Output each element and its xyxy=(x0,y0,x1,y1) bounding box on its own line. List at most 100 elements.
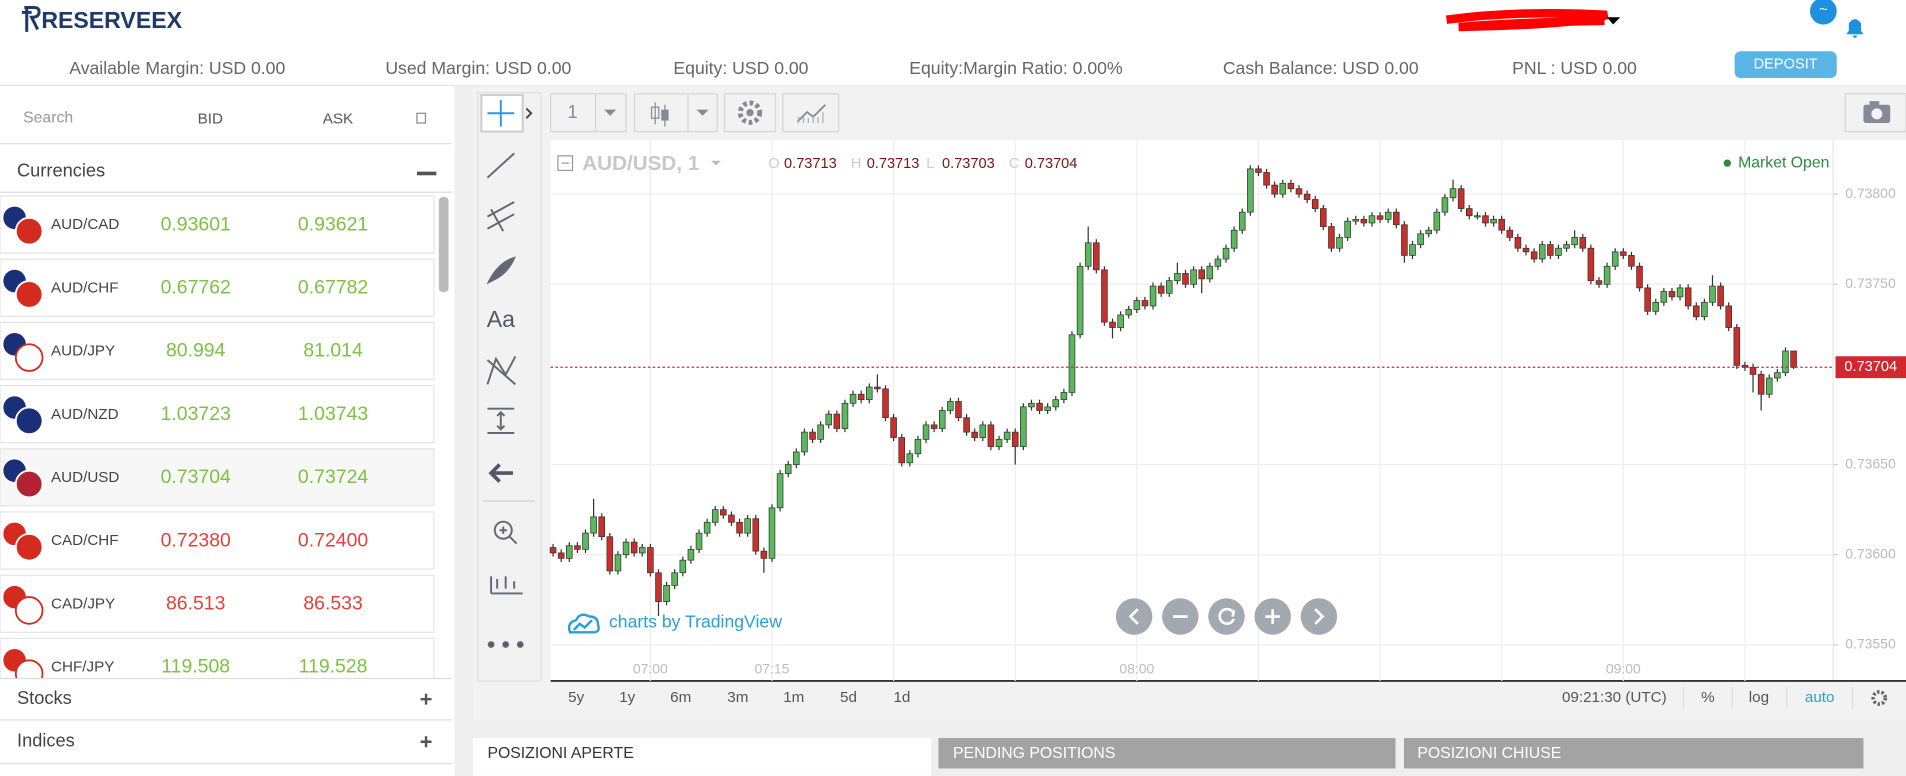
y-tick-label: 0.73750 xyxy=(1845,275,1896,291)
candle-body xyxy=(1636,265,1643,289)
watchlist-row[interactable] xyxy=(0,511,435,570)
candle-body xyxy=(1709,285,1716,303)
range-button[interactable]: 5d xyxy=(840,689,857,706)
interval-selector[interactable]: 1 xyxy=(567,101,577,122)
candle-body xyxy=(663,585,670,602)
expand-icon[interactable] xyxy=(420,693,432,705)
candle-body xyxy=(833,413,841,429)
collapse-icon[interactable] xyxy=(416,171,437,176)
range-button[interactable]: 1y xyxy=(619,689,635,706)
candle-body xyxy=(1774,372,1781,379)
candle-body xyxy=(1060,392,1068,401)
candle-body xyxy=(1514,237,1522,249)
candle-body xyxy=(1344,220,1351,238)
candle-body xyxy=(1401,224,1408,256)
candle-body xyxy=(1571,237,1578,245)
watermark[interactable]: charts by TradingView xyxy=(609,611,782,631)
candle-body xyxy=(1052,399,1060,408)
candle-body xyxy=(1595,280,1603,285)
x-tick-label: 08:00 xyxy=(1119,661,1154,677)
tab-active[interactable] xyxy=(472,738,932,776)
candle-body xyxy=(979,424,987,438)
y-tick-label: 0.73550 xyxy=(1845,636,1896,652)
candle-body xyxy=(1141,300,1149,307)
user-menu-caret[interactable] xyxy=(1606,17,1621,25)
candle-body xyxy=(1020,406,1027,447)
percent-toggle[interactable]: % xyxy=(1701,689,1715,706)
bid-price: 0.73704 xyxy=(161,466,231,488)
watchlist-row[interactable] xyxy=(0,448,435,507)
candle-body xyxy=(606,536,614,572)
watchlist-row[interactable] xyxy=(0,384,435,444)
range-button[interactable]: 1d xyxy=(893,689,910,706)
candle-body xyxy=(1644,287,1651,312)
bell-icon[interactable] xyxy=(1846,19,1864,38)
range-button[interactable]: 1m xyxy=(783,689,804,706)
candle-body xyxy=(793,451,800,465)
chart-nav-buttons[interactable] xyxy=(1115,598,1338,635)
candle-body xyxy=(1133,300,1141,310)
badge[interactable] xyxy=(1809,0,1837,25)
watchlist-row[interactable] xyxy=(0,574,435,633)
settings-icon[interactable] xyxy=(1871,690,1888,706)
group-name[interactable]: Currencies xyxy=(17,159,105,180)
tab[interactable] xyxy=(1403,738,1864,769)
pair-name: AUD/NZD xyxy=(51,406,119,423)
candle-body xyxy=(1652,301,1660,312)
tab-label: POSIZIONI APERTE xyxy=(487,745,633,762)
text-tool[interactable]: Aa xyxy=(487,306,515,332)
candle-body xyxy=(1765,377,1773,395)
candle-body xyxy=(1263,172,1270,186)
y-tick-label: 0.73650 xyxy=(1845,455,1896,471)
settings-square[interactable] xyxy=(416,112,427,124)
drawing-toolbar xyxy=(477,92,542,682)
range-button[interactable]: 5y xyxy=(568,689,584,706)
candle-body xyxy=(1206,265,1214,280)
candle-body xyxy=(1628,255,1635,267)
candle-body xyxy=(1579,237,1587,249)
ohlc-value: 0.73713 xyxy=(784,156,837,172)
auto-toggle[interactable]: auto xyxy=(1805,689,1835,706)
candle-body xyxy=(1782,350,1789,373)
group-name[interactable]: Stocks xyxy=(17,687,72,708)
watchlist-row[interactable] xyxy=(0,258,435,317)
ohlc-label: L xyxy=(926,156,934,172)
flag xyxy=(14,532,44,562)
clock: 09:21:30 (UTC) xyxy=(1562,689,1667,706)
flag xyxy=(14,596,44,625)
candle-body xyxy=(890,417,897,438)
tab[interactable] xyxy=(938,738,1396,769)
search-input[interactable]: Search xyxy=(23,109,73,126)
range-button[interactable]: 6m xyxy=(670,689,691,706)
candle-body xyxy=(622,541,630,556)
ohlc-value: 0.73703 xyxy=(942,156,995,172)
candle-body xyxy=(776,473,784,509)
expand-icon[interactable] xyxy=(420,736,432,748)
deposit-button[interactable] xyxy=(1734,51,1837,79)
candle-body xyxy=(638,547,646,554)
candle-body xyxy=(1441,197,1449,213)
candle-body xyxy=(728,514,735,523)
candle-body xyxy=(1498,218,1505,231)
candle-body xyxy=(711,509,719,523)
range-button[interactable]: 3m xyxy=(727,689,748,706)
account-stat: Available Margin: USD 0.00 xyxy=(69,58,285,78)
candle-body xyxy=(1303,193,1311,200)
watchlist-row[interactable] xyxy=(0,195,435,254)
group-name[interactable]: Indices xyxy=(17,730,75,751)
candle-body xyxy=(1182,273,1189,285)
bid-price: 1.03723 xyxy=(161,403,231,425)
ask-price: 0.67782 xyxy=(298,276,368,298)
candle-body xyxy=(1247,168,1254,213)
pair-name: AUD/CAD xyxy=(51,216,119,233)
candle-body xyxy=(1433,211,1441,231)
candle-body xyxy=(1384,211,1392,220)
ohlc-value: 0.73704 xyxy=(1025,156,1078,172)
watchlist-row[interactable] xyxy=(0,321,435,381)
candle-body xyxy=(1563,244,1570,249)
scrollbar[interactable] xyxy=(438,197,449,292)
chart-legend xyxy=(557,155,1731,172)
candle-body xyxy=(1068,334,1076,393)
account-stat: Equity:Margin Ratio: 0.00% xyxy=(909,58,1123,78)
log-toggle[interactable]: log xyxy=(1749,689,1769,706)
